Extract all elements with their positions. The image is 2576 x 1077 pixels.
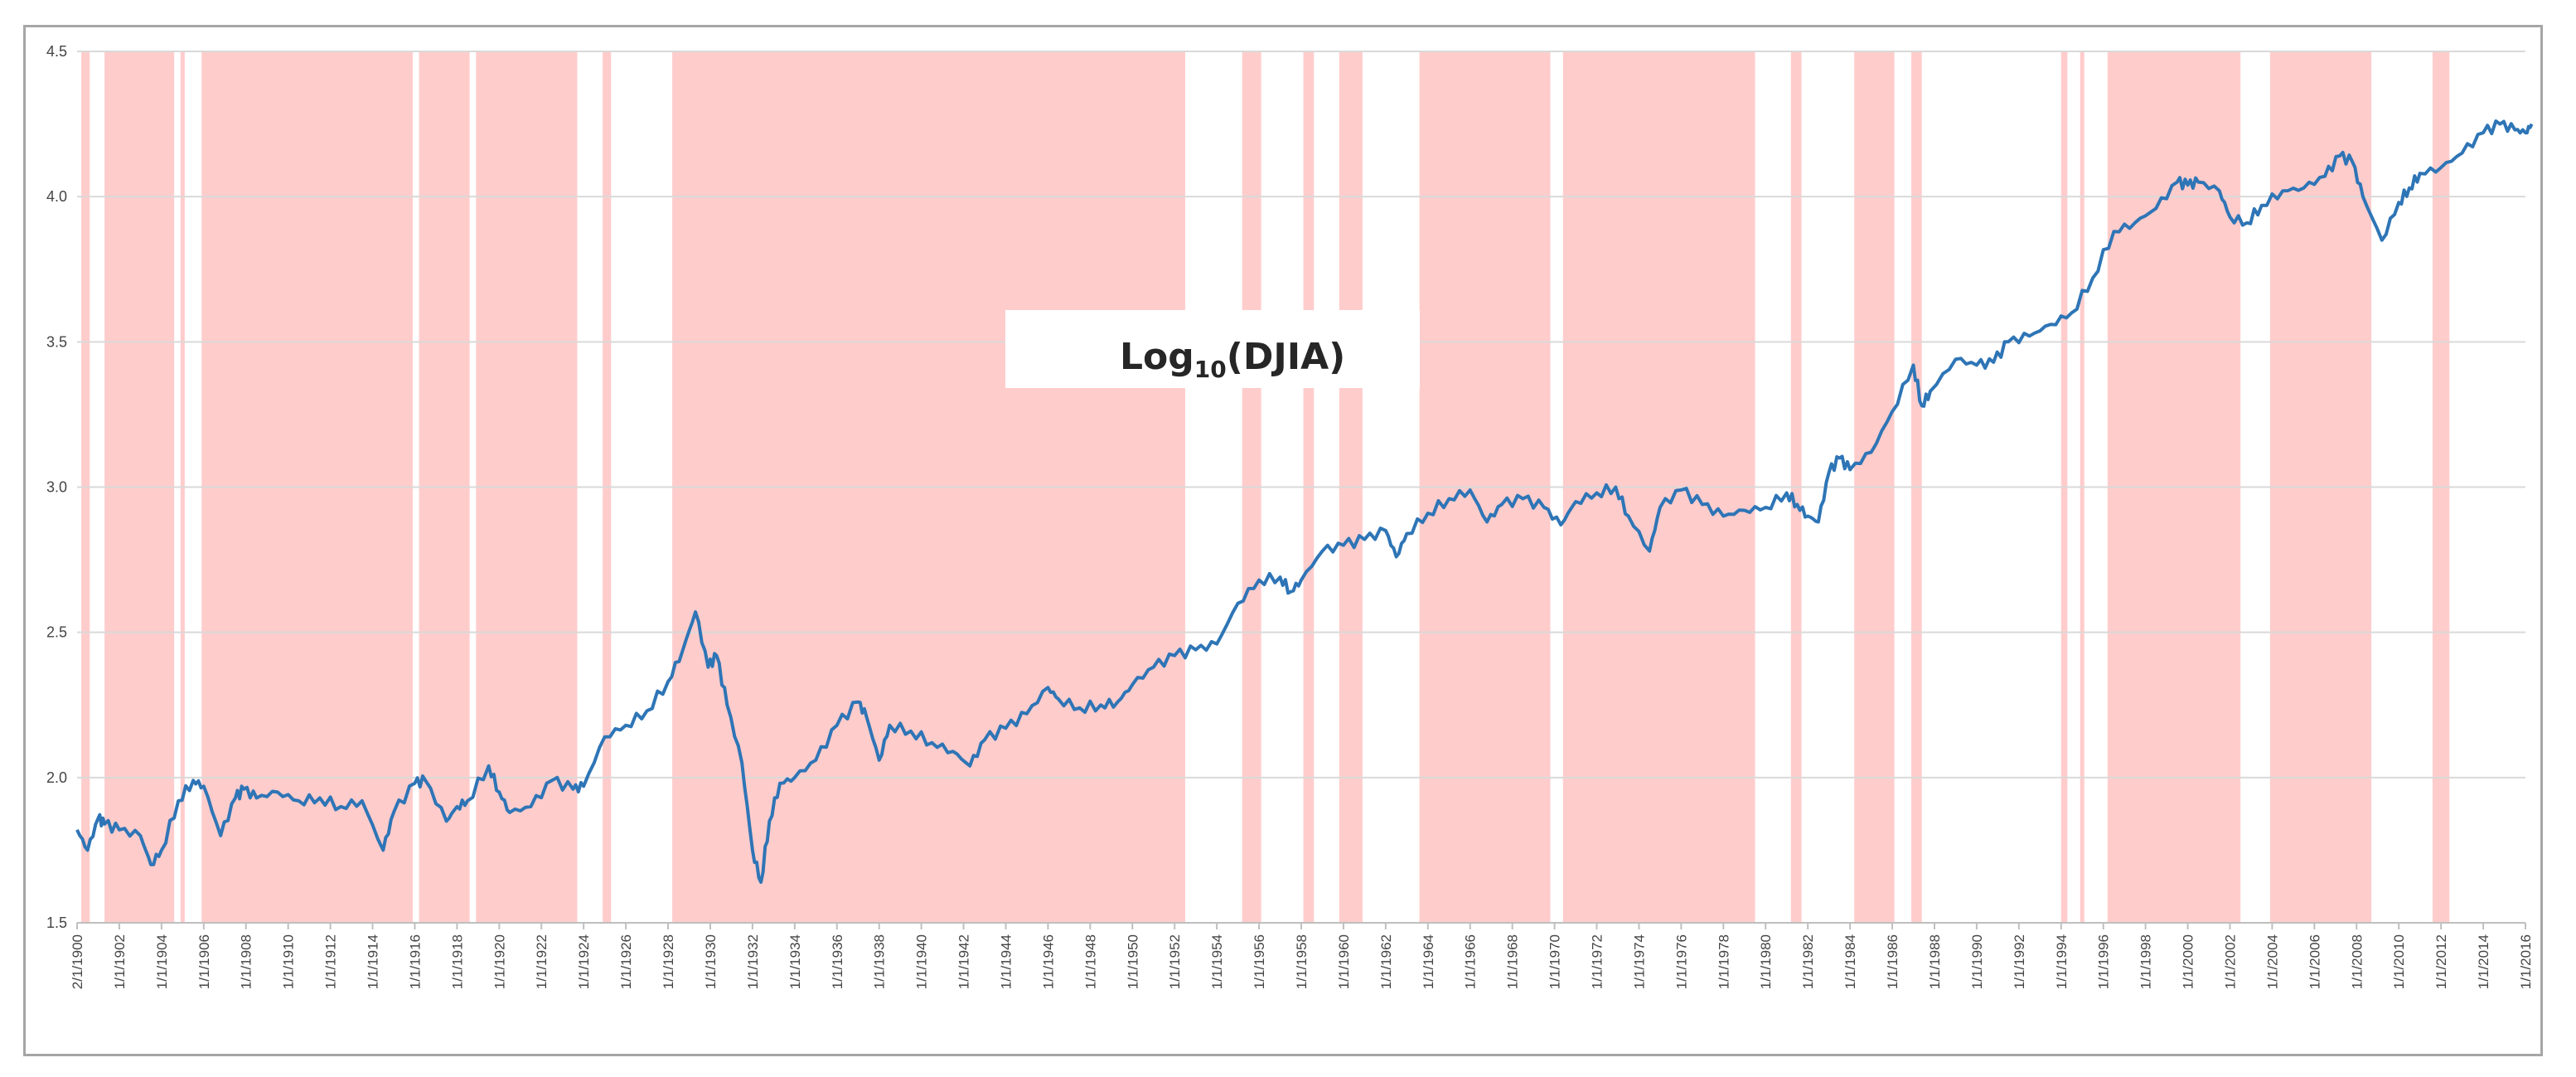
x-tick-label-9: 1/1/1918 [449,934,465,989]
x-tick-label-37: 1/1/1974 [1631,934,1647,989]
x-tick-label-46: 1/1/1992 [2012,934,2027,989]
x-tick-label-16: 1/1/1932 [745,934,761,989]
series-line-0 [75,119,2534,884]
x-tick-label-17: 1/1/1934 [787,934,803,989]
x-tick-label-5: 1/1/1910 [281,934,297,989]
x-tick-label-3: 1/1/1906 [196,934,212,989]
series-lines [75,119,2534,884]
y-tick-label-5: 4.0 [46,188,67,205]
x-tick-label-4: 1/1/1908 [239,934,254,989]
x-tick-label-23: 1/1/1946 [1040,934,1056,989]
x-tick-label-11: 1/1/1922 [534,934,550,989]
x-tick-label-0: 2/1/1900 [70,934,85,989]
x-tick-label-44: 1/1/1988 [1927,934,1943,989]
x-tick-label-29: 1/1/1958 [1294,934,1310,989]
x-tick-label-22: 1/1/1944 [998,934,1014,989]
x-tick-label-57: 1/1/2014 [2476,934,2491,989]
x-tick-labels: 2/1/1900 1/1/1902 1/1/1904 1/1/1906 1/1/1908… [70,934,2534,989]
y-tick-labels: 1.5 2.0 2.5 3.0 3.5 4.0 4.5 [46,43,67,931]
x-tick-label-34: 1/1/1968 [1505,934,1521,989]
x-tick-label-6: 1/1/1912 [323,934,339,989]
x-tick-label-39: 1/1/1978 [1716,934,1731,989]
x-tick-label-43: 1/1/1986 [1885,934,1901,989]
x-tick-label-20: 1/1/1940 [914,934,930,989]
x-tick-label-50: 1/1/2000 [2181,934,2196,989]
x-tick-label-40: 1/1/1980 [1758,934,1774,989]
x-tick-label-58: 1/1/2016 [2518,934,2534,989]
x-tick-label-33: 1/1/1966 [1463,934,1479,989]
chart-title: Log10(DJIA) [1120,336,1345,383]
x-tick-label-24: 1/1/1948 [1082,934,1098,989]
x-tick-label-54: 1/1/2008 [2349,934,2365,989]
x-tick-label-19: 1/1/1938 [872,934,888,989]
y-tick-label-0: 1.5 [46,914,67,931]
x-tick-label-35: 1/1/1970 [1547,934,1563,989]
x-tick-label-18: 1/1/1936 [830,934,845,989]
x-tick-label-2: 1/1/1904 [154,934,170,989]
x-tick-label-56: 1/1/2012 [2433,934,2449,989]
x-tick-label-15: 1/1/1930 [703,934,719,989]
x-tick-label-42: 1/1/1984 [1842,934,1858,989]
x-tick-label-10: 1/1/1920 [491,934,507,989]
x-tick-label-12: 1/1/1924 [576,934,592,989]
x-tick-label-26: 1/1/1952 [1167,934,1183,989]
chart-frame: 1.5 2.0 2.5 3.0 3.5 4.0 4.5 2/1/1900 1/1/1902 1/… [23,25,2543,1056]
x-tick-label-36: 1/1/1972 [1590,934,1605,989]
x-tick-label-13: 1/1/1926 [618,934,634,989]
x-tick-label-25: 1/1/1950 [1125,934,1140,989]
chart-title-background [1005,310,1420,388]
x-tick-label-47: 1/1/1994 [2054,934,2070,989]
x-tick-label-27: 1/1/1954 [1209,934,1225,989]
x-tick-label-1: 1/1/1902 [112,934,128,989]
x-tick-label-30: 1/1/1960 [1336,934,1352,989]
x-tick-label-21: 1/1/1942 [956,934,972,989]
x-tick-label-38: 1/1/1976 [1673,934,1689,989]
x-tick-label-7: 1/1/1914 [366,934,381,989]
x-tick-label-31: 1/1/1962 [1378,934,1394,989]
x-tick-label-32: 1/1/1964 [1421,934,1436,989]
x-tick-label-51: 1/1/2002 [2222,934,2238,989]
x-tick-label-28: 1/1/1956 [1252,934,1267,989]
x-tick-label-8: 1/1/1916 [407,934,423,989]
x-tick-label-52: 1/1/2004 [2264,934,2280,989]
y-tick-label-3: 3.0 [46,479,67,496]
y-tick-label-6: 4.5 [46,43,67,60]
x-tick-label-14: 1/1/1928 [661,934,676,989]
y-tick-label-1: 2.0 [46,769,67,786]
y-tick-label-4: 3.5 [46,333,67,350]
x-tick-label-48: 1/1/1996 [2096,934,2112,989]
x-tick-label-45: 1/1/1990 [1969,934,1985,989]
x-tick-label-55: 1/1/2010 [2391,934,2407,989]
y-tick-label-2: 2.5 [46,624,67,641]
x-tick-label-53: 1/1/2006 [2307,934,2322,989]
x-tick-label-49: 1/1/1998 [2138,934,2154,989]
x-tick-label-41: 1/1/1982 [1800,934,1816,989]
chart-title-box: Log10(DJIA) [1005,310,1420,388]
djia-log-chart: 1.5 2.0 2.5 3.0 3.5 4.0 4.5 2/1/1900 1/1/1902 1/… [46,43,2534,989]
